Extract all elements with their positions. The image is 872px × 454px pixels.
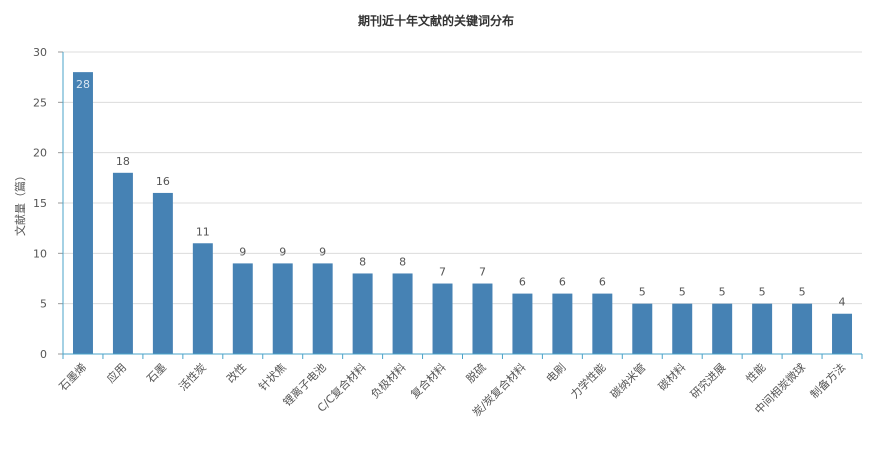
x-tick-label: 针状焦 [256,360,289,393]
bars [72,72,853,354]
bar [472,283,493,354]
data-label: 4 [839,296,846,309]
x-tick-label: 研究进展 [687,360,728,401]
chart-title: 期刊近十年文献的关键词分布 [357,14,514,28]
bar [672,303,693,354]
x-tick-label: 碳纳米管 [607,360,648,401]
bar [712,303,733,354]
data-label: 6 [599,276,606,289]
bar [112,172,133,354]
data-label: 28 [76,78,90,91]
data-label: 9 [319,245,326,258]
x-tick-label: 脱硫 [463,360,488,385]
bar [792,303,813,354]
bar [512,293,533,354]
data-label: 7 [479,266,486,279]
data-label: 5 [639,286,646,299]
bar [72,72,93,354]
data-label: 5 [759,286,766,299]
y-tick-label: 10 [33,247,47,260]
bar [352,273,373,354]
data-label: 5 [679,286,686,299]
gridlines [63,51,862,305]
x-tick-label: 活性炭 [176,360,209,393]
x-tick-label: 电刷 [544,361,569,386]
y-tick-label: 20 [33,147,47,160]
data-label: 8 [399,255,406,268]
data-label: 18 [116,155,130,168]
x-tick-label: 力学性能 [567,360,608,401]
y-axis-title: 文献量（篇） [13,170,27,236]
bar [432,283,453,354]
x-tick-label: 制备方法 [807,360,848,401]
bar [272,263,293,354]
bar [632,303,653,354]
y-tick-label: 15 [33,197,47,210]
y-tick-label: 25 [33,96,47,109]
bar [312,263,333,354]
y-tick-label: 30 [33,46,47,59]
y-tick-label: 0 [40,348,47,361]
x-tick-label: 石墨 [144,361,169,386]
data-label: 5 [719,286,726,299]
bar [592,293,613,354]
data-label: 9 [279,245,286,258]
y-tick-label: 5 [40,298,47,311]
data-label: 8 [359,255,366,268]
data-label: 11 [196,225,210,238]
data-label: 7 [439,266,446,279]
x-tick-label: 改性 [223,360,248,385]
x-tick-label: 碳材料 [655,360,688,393]
axes [58,51,863,359]
x-tick-label: 石墨烯 [57,361,90,394]
data-label: 16 [156,175,170,188]
x-tick-label: 负极材料 [368,360,409,401]
bar [552,293,573,354]
bar [232,263,253,354]
bar [192,243,213,354]
x-tick-label: 应用 [104,360,129,385]
bar [752,303,773,354]
x-tick-label: 性能 [743,360,768,385]
bar [392,273,413,354]
bar [152,192,173,354]
data-label: 5 [799,286,806,299]
data-label: 6 [519,276,526,289]
x-tick-label: 复合材料 [408,360,449,401]
data-label: 9 [239,245,246,258]
data-label: 6 [559,276,566,289]
bar [832,313,853,354]
